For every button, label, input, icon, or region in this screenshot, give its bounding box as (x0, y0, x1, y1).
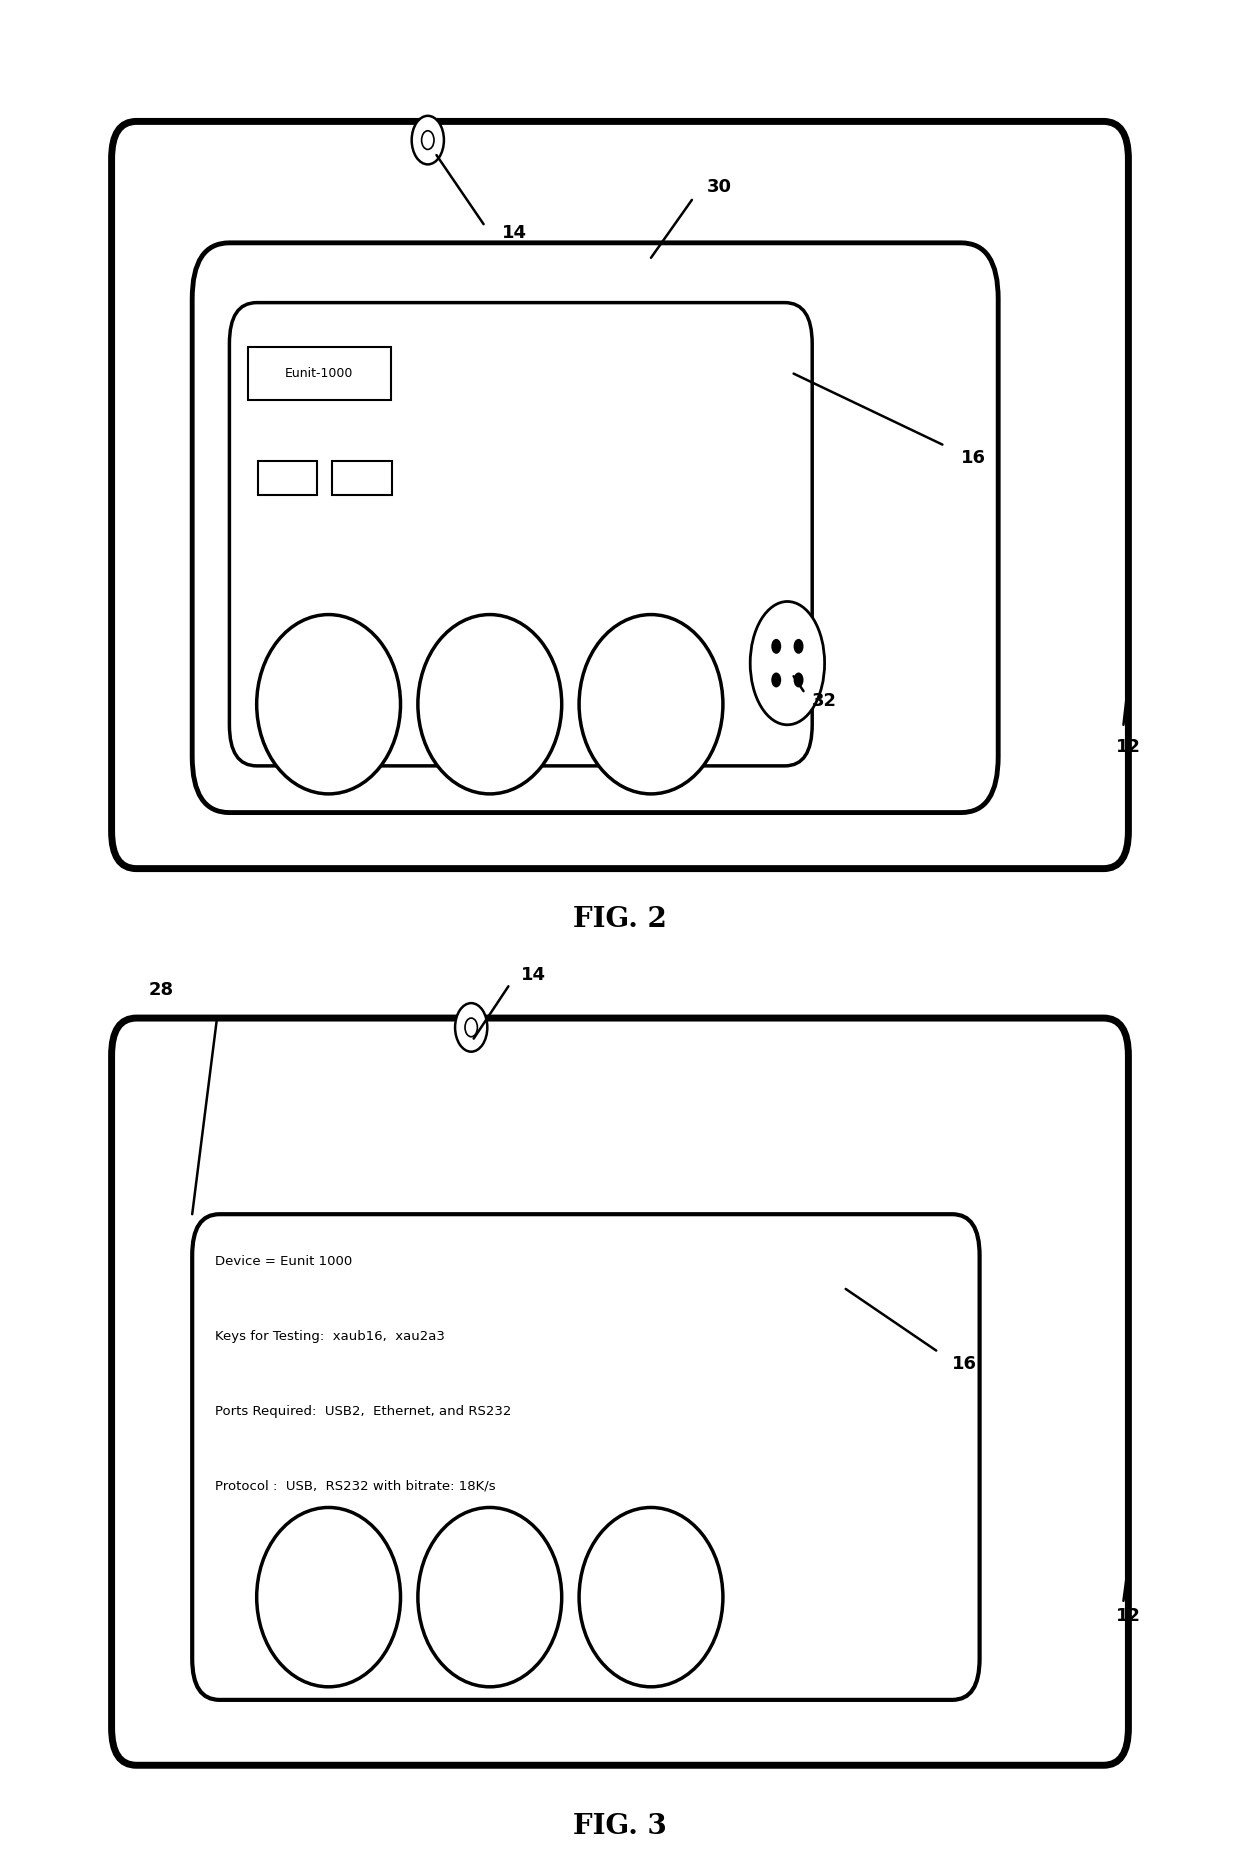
Circle shape (412, 116, 444, 164)
Ellipse shape (750, 601, 825, 725)
Text: 30: 30 (707, 177, 732, 196)
Circle shape (422, 131, 434, 149)
Text: 28: 28 (149, 981, 174, 999)
Circle shape (794, 672, 804, 687)
Ellipse shape (579, 615, 723, 794)
Bar (248, 347, 391, 400)
Ellipse shape (257, 1507, 401, 1687)
Text: 14: 14 (521, 966, 546, 984)
Text: Device = Eunit 1000: Device = Eunit 1000 (215, 1255, 352, 1268)
Circle shape (771, 639, 781, 654)
Ellipse shape (579, 1507, 723, 1687)
Ellipse shape (418, 615, 562, 794)
FancyBboxPatch shape (112, 121, 1128, 869)
Text: Eunit-1000: Eunit-1000 (285, 368, 353, 379)
Text: 16: 16 (952, 1354, 977, 1373)
Ellipse shape (418, 1507, 562, 1687)
Text: 16: 16 (961, 448, 986, 467)
Text: 14: 14 (502, 224, 527, 243)
Text: 12: 12 (1116, 738, 1141, 757)
Text: 12: 12 (1116, 1606, 1141, 1625)
FancyBboxPatch shape (112, 1018, 1128, 1765)
FancyBboxPatch shape (192, 1214, 980, 1700)
Text: Protocol :  USB,  RS232 with bitrate: 18K/s: Protocol : USB, RS232 with bitrate: 18K/… (215, 1479, 495, 1493)
Circle shape (794, 639, 804, 654)
Text: 32: 32 (812, 691, 837, 710)
Bar (332, 461, 392, 495)
FancyBboxPatch shape (192, 243, 998, 813)
Text: FIG. 3: FIG. 3 (573, 1814, 667, 1840)
FancyBboxPatch shape (229, 303, 812, 766)
Text: Keys for Testing:  xaub16,  xau2a3: Keys for Testing: xaub16, xau2a3 (215, 1330, 444, 1343)
Bar (258, 461, 317, 495)
Text: Ports Required:  USB2,  Ethernet, and RS232: Ports Required: USB2, Ethernet, and RS23… (215, 1405, 511, 1418)
Circle shape (771, 672, 781, 687)
Circle shape (465, 1018, 477, 1037)
Ellipse shape (257, 615, 401, 794)
Text: FIG. 2: FIG. 2 (573, 906, 667, 932)
Circle shape (455, 1003, 487, 1052)
